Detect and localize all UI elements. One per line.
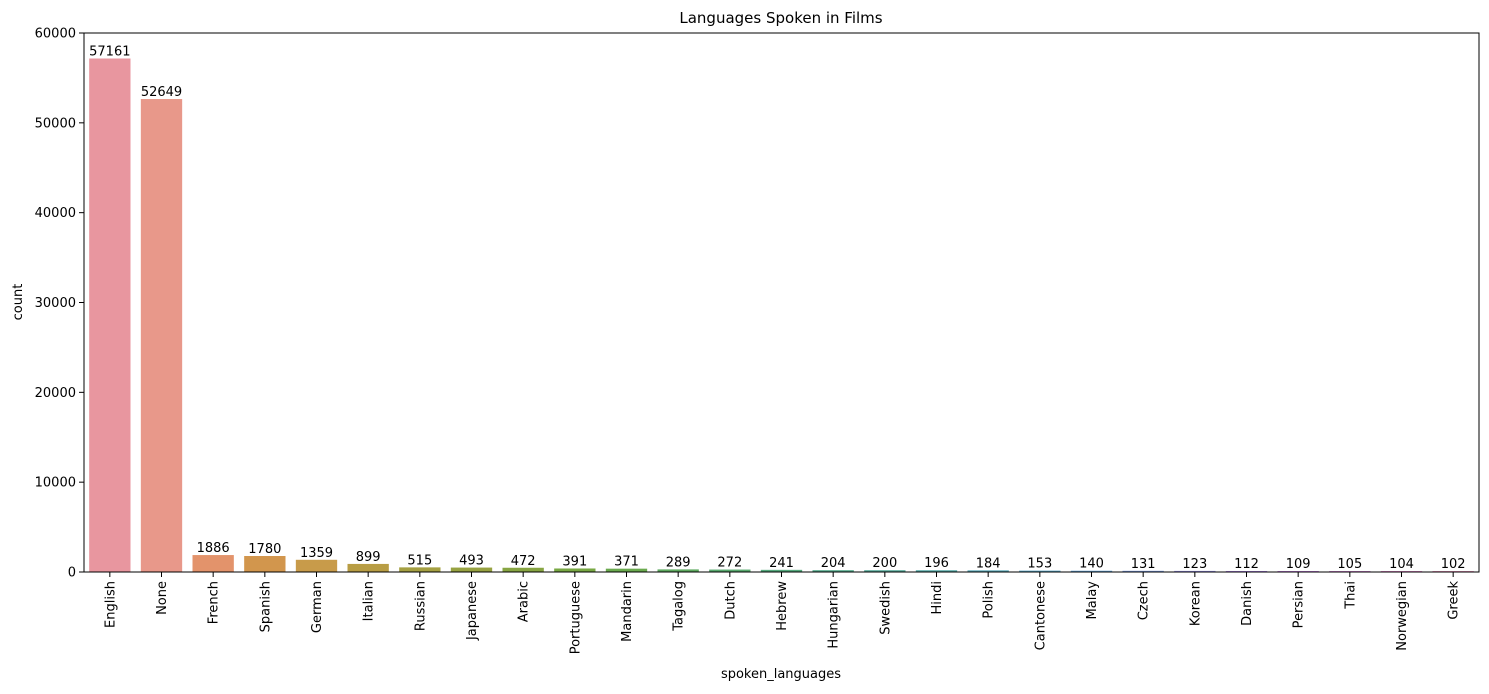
- data-label: 899: [356, 550, 381, 565]
- data-label: 493: [459, 554, 484, 569]
- y-tick-label: 10000: [35, 476, 76, 491]
- x-tick-label: Spanish: [258, 581, 273, 632]
- data-label: 131: [1131, 557, 1156, 572]
- bar: [399, 567, 441, 572]
- y-tick-label: 30000: [35, 296, 76, 311]
- x-tick-label: Dutch: [723, 581, 738, 620]
- x-tick-label: Norwegian: [1395, 581, 1410, 651]
- plot-frame: [83, 32, 1480, 573]
- data-label: 123: [1182, 557, 1207, 572]
- x-tick-label: Russian: [413, 581, 428, 631]
- bar: [295, 559, 338, 572]
- y-tick-label: 20000: [35, 386, 76, 401]
- x-tick-label: German: [310, 581, 325, 633]
- x-axis-label: spoken_languages: [721, 667, 841, 682]
- x-tick-label: Greek: [1447, 581, 1462, 620]
- bar: [244, 556, 286, 572]
- chart-title: Languages Spoken in Films: [679, 9, 882, 27]
- bar: [864, 570, 906, 572]
- data-labels: 57161 52649 1886 1780 1359 899 515 493 472 391 371…: [89, 45, 1465, 573]
- x-axis-ticks: English None French Spanish German Italian Rus…: [103, 572, 1462, 654]
- data-label: 140: [1079, 557, 1104, 572]
- data-label: 472: [511, 554, 536, 569]
- x-tick-label: Hindi: [930, 581, 945, 615]
- bar: [657, 569, 699, 572]
- bar: [450, 567, 493, 572]
- data-label: 391: [562, 554, 587, 569]
- bar: [709, 569, 751, 572]
- data-label: 289: [666, 555, 691, 570]
- x-tick-label: Persian: [1292, 581, 1307, 628]
- data-label: 1780: [248, 542, 281, 557]
- bar: [1174, 570, 1216, 572]
- data-label: 196: [924, 556, 949, 571]
- bar: [1019, 570, 1061, 572]
- bar: [192, 555, 234, 572]
- y-tick-label: 0: [68, 566, 76, 581]
- bar: [605, 568, 648, 572]
- data-label: 1359: [300, 546, 333, 561]
- y-axis-label: count: [11, 284, 26, 321]
- bar: [760, 569, 803, 572]
- bar: [140, 99, 183, 572]
- x-tick-label: English: [103, 581, 118, 628]
- bar: [1070, 570, 1113, 572]
- data-label: 1886: [197, 541, 230, 556]
- x-tick-label: Japanese: [465, 581, 480, 641]
- bar: [915, 570, 958, 572]
- data-label: 104: [1389, 557, 1414, 572]
- bar: [967, 570, 1009, 572]
- x-tick-label: Polish: [982, 581, 997, 619]
- data-label: 204: [821, 556, 846, 571]
- x-tick-label: Portuguese: [568, 581, 583, 654]
- y-tick-label: 40000: [35, 206, 76, 221]
- x-tick-label: Swedish: [878, 581, 893, 635]
- x-tick-label: Arabic: [517, 581, 532, 622]
- data-label: 109: [1286, 557, 1311, 572]
- bar: [89, 58, 131, 572]
- x-tick-label: French: [207, 581, 222, 624]
- data-label: 105: [1337, 557, 1362, 572]
- bar: [812, 570, 854, 572]
- y-axis-ticks: 0 10000 20000 30000 40000 50000 60000: [35, 27, 84, 581]
- data-label: 153: [1027, 557, 1052, 572]
- bar: [347, 563, 389, 572]
- bars-group: [89, 58, 1474, 572]
- y-tick-label: 60000: [35, 27, 76, 42]
- bar: [554, 568, 596, 572]
- data-label: 515: [407, 553, 432, 568]
- data-label: 200: [872, 556, 897, 571]
- x-tick-label: Thai: [1343, 581, 1358, 610]
- x-tick-label: Cantonese: [1033, 581, 1048, 650]
- x-tick-label: Mandarin: [620, 581, 635, 642]
- x-tick-label: Italian: [362, 581, 377, 621]
- data-label: 52649: [141, 85, 182, 100]
- data-label: 272: [717, 556, 742, 571]
- bar: [1225, 570, 1268, 572]
- data-label: 112: [1234, 557, 1259, 572]
- data-label: 241: [769, 556, 794, 571]
- y-tick-label: 50000: [35, 116, 76, 131]
- x-tick-label: Czech: [1137, 581, 1152, 620]
- bar: [1122, 570, 1164, 572]
- x-tick-label: None: [155, 581, 170, 615]
- x-tick-label: Korean: [1188, 581, 1203, 626]
- data-label: 184: [976, 556, 1001, 571]
- x-tick-label: Malay: [1085, 581, 1100, 620]
- x-tick-label: Hungarian: [827, 581, 842, 649]
- x-tick-label: Hebrew: [775, 581, 790, 631]
- x-tick-label: Tagalog: [672, 581, 687, 632]
- x-tick-label: Danish: [1240, 581, 1255, 626]
- bar: [502, 567, 544, 572]
- data-label: 102: [1441, 557, 1466, 572]
- data-label: 57161: [89, 45, 130, 60]
- data-label: 371: [614, 555, 639, 570]
